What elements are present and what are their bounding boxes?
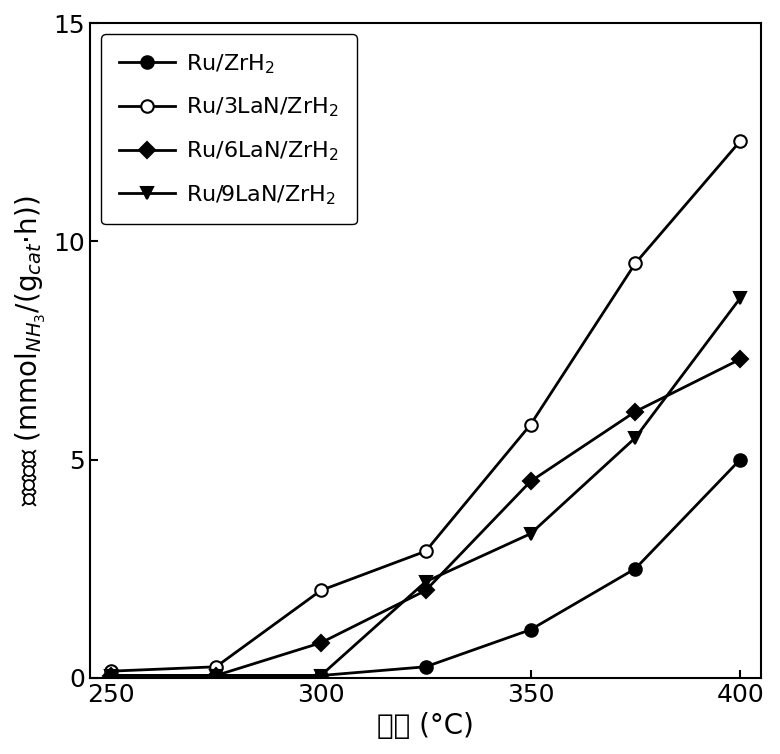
- Ru/6LaN/ZrH$_2$: [736, 354, 745, 363]
- Ru/9LaN/ZrH$_2$: [316, 671, 325, 680]
- Ru/3LaN/ZrH$_2$: [526, 420, 535, 429]
- Ru/ZrH$_2$: [736, 455, 745, 464]
- Legend: Ru/ZrH$_2$, Ru/3LaN/ZrH$_2$, Ru/6LaN/ZrH$_2$, Ru/9LaN/ZrH$_2$: Ru/ZrH$_2$, Ru/3LaN/ZrH$_2$, Ru/6LaN/ZrH…: [101, 35, 356, 225]
- Ru/6LaN/ZrH$_2$: [107, 671, 116, 680]
- Ru/ZrH$_2$: [316, 671, 325, 680]
- Line: Ru/3LaN/ZrH$_2$: Ru/3LaN/ZrH$_2$: [105, 135, 746, 677]
- Ru/3LaN/ZrH$_2$: [421, 547, 431, 556]
- Ru/3LaN/ZrH$_2$: [107, 667, 116, 676]
- Ru/6LaN/ZrH$_2$: [316, 639, 325, 648]
- Ru/ZrH$_2$: [526, 625, 535, 634]
- Y-axis label: 反应速率 (mmol$_{NH_3}$/(g$_{cat}$·h)): 反应速率 (mmol$_{NH_3}$/(g$_{cat}$·h)): [14, 195, 48, 506]
- Ru/3LaN/ZrH$_2$: [316, 586, 325, 595]
- Ru/6LaN/ZrH$_2$: [421, 586, 431, 595]
- Ru/ZrH$_2$: [631, 564, 640, 573]
- Ru/6LaN/ZrH$_2$: [526, 477, 535, 486]
- Ru/3LaN/ZrH$_2$: [631, 259, 640, 268]
- Ru/ZrH$_2$: [107, 671, 116, 680]
- Ru/9LaN/ZrH$_2$: [631, 434, 640, 443]
- Ru/ZrH$_2$: [211, 671, 221, 680]
- Line: Ru/6LaN/ZrH$_2$: Ru/6LaN/ZrH$_2$: [105, 354, 746, 681]
- Ru/9LaN/ZrH$_2$: [526, 529, 535, 538]
- Ru/9LaN/ZrH$_2$: [736, 293, 745, 302]
- Line: Ru/9LaN/ZrH$_2$: Ru/9LaN/ZrH$_2$: [105, 292, 746, 682]
- Ru/3LaN/ZrH$_2$: [736, 136, 745, 146]
- Ru/3LaN/ZrH$_2$: [211, 662, 221, 671]
- X-axis label: 温度 (°C): 温度 (°C): [378, 712, 474, 740]
- Ru/ZrH$_2$: [421, 662, 431, 671]
- Ru/9LaN/ZrH$_2$: [421, 578, 431, 587]
- Ru/9LaN/ZrH$_2$: [107, 671, 116, 680]
- Ru/6LaN/ZrH$_2$: [631, 407, 640, 416]
- Ru/6LaN/ZrH$_2$: [211, 671, 221, 680]
- Ru/9LaN/ZrH$_2$: [211, 671, 221, 680]
- Line: Ru/ZrH$_2$: Ru/ZrH$_2$: [105, 453, 746, 682]
